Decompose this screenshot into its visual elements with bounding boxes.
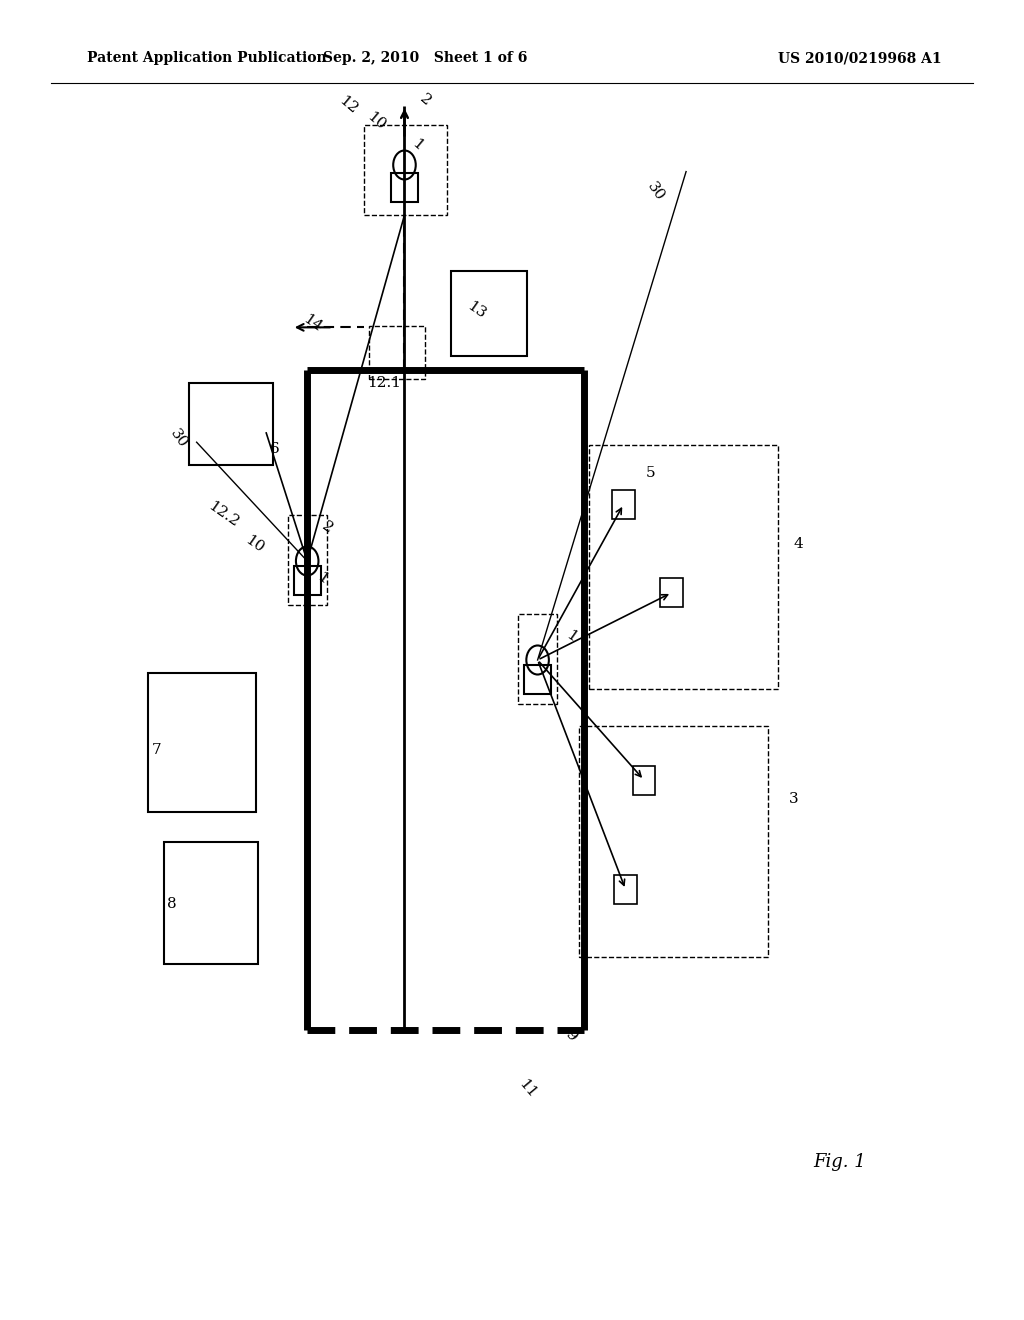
Text: 30: 30 [644,180,667,203]
Text: 3: 3 [788,792,799,805]
Bar [288,515,327,605]
Text: Fig. 1: Fig. 1 [813,1152,866,1171]
Bar [660,578,683,607]
Bar [189,383,273,465]
Text: 13: 13 [464,298,488,322]
Text: Patent Application Publication: Patent Application Publication [87,51,327,65]
Bar [633,766,655,795]
Bar [391,173,418,202]
Text: 11: 11 [516,1077,539,1101]
Text: 1: 1 [563,628,580,644]
Bar [148,673,256,812]
Text: 12.2: 12.2 [205,499,242,531]
Bar [369,326,425,379]
Text: 1: 1 [314,570,331,586]
Text: 4: 4 [794,537,804,550]
Bar [451,271,527,356]
Text: 5: 5 [645,466,655,479]
Bar [294,566,321,595]
Bar [579,726,768,957]
Text: US 2010/0219968 A1: US 2010/0219968 A1 [778,51,942,65]
Text: 8: 8 [167,898,177,911]
Bar [524,665,551,694]
Text: 30: 30 [168,426,190,450]
Bar [589,445,778,689]
Text: 6: 6 [269,442,280,455]
Text: 1: 1 [410,137,426,153]
Text: 14: 14 [300,312,325,335]
Text: 12: 12 [336,94,360,117]
Bar [164,842,258,964]
Text: 10: 10 [364,110,388,133]
Text: 10: 10 [242,532,266,556]
Bar [614,875,637,904]
Text: 7: 7 [152,743,162,756]
Text: Sep. 2, 2010   Sheet 1 of 6: Sep. 2, 2010 Sheet 1 of 6 [323,51,527,65]
Bar [364,125,447,215]
Text: 2: 2 [417,92,433,108]
Bar [518,614,557,704]
Bar [612,490,635,519]
Text: 12.1: 12.1 [367,376,401,389]
Text: 9: 9 [563,1028,580,1044]
Text: 2: 2 [319,520,336,536]
